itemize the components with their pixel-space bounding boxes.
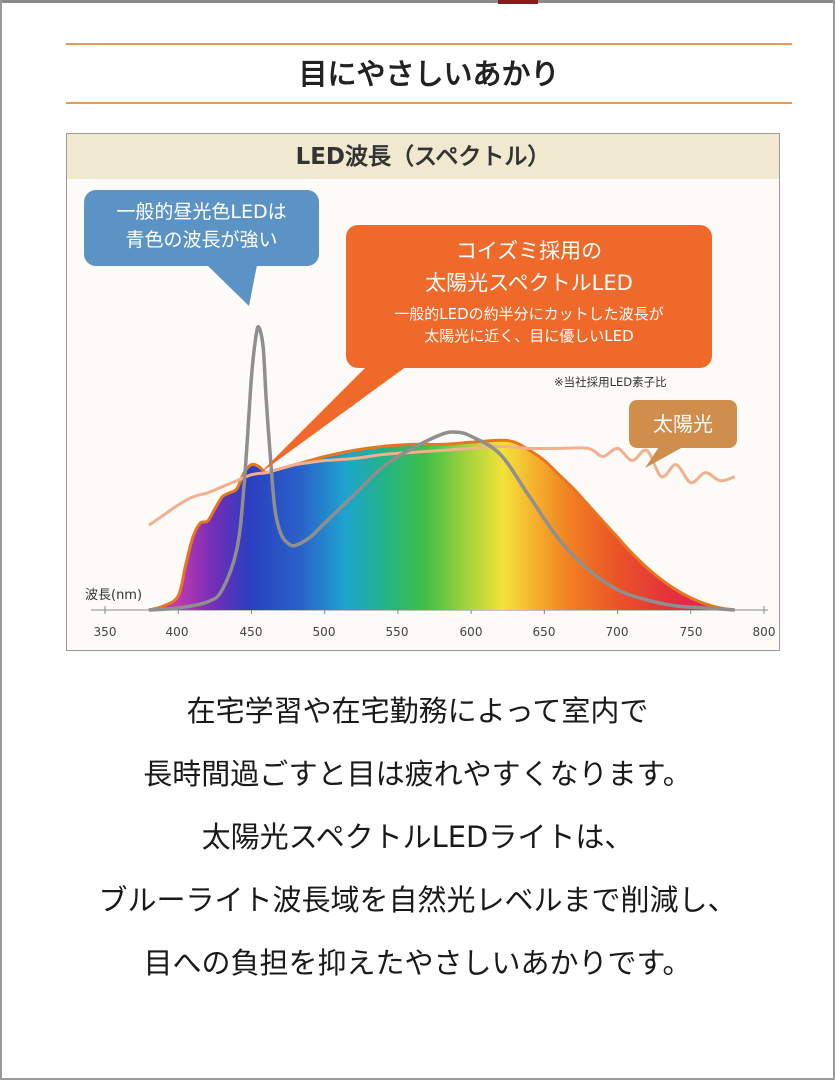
chart-title: LED波長（スペクトル）	[67, 134, 779, 179]
body-text: 在宅学習や在宅勤務によって室内で 長時間過ごすと目は疲れやすくなります。 太陽光…	[0, 680, 835, 995]
frame-left	[0, 0, 2, 1080]
x-tick-label: 550	[385, 625, 409, 639]
spectrum-plot	[91, 265, 768, 614]
frame-right	[833, 0, 835, 1080]
x-tick-label: 450	[239, 625, 263, 639]
x-tick-label: 600	[459, 625, 483, 639]
x-tick-label: 650	[532, 625, 556, 639]
koizumi-callout-title-2: 太陽光スペクトルLED	[425, 271, 633, 295]
x-tick-label: 800	[752, 625, 776, 639]
koizumi-callout-title-1: コイズミ採用の	[455, 239, 603, 263]
body-line-5: 目への負担を抑えたやさしいあかりです。	[143, 946, 692, 980]
koizumi-callout-detail-1: 一般的LEDの約半分にカットした波長が	[394, 305, 664, 323]
sunlight-line	[148, 444, 736, 527]
daylight-led-callout-line-1: 一般的昼光色LEDは	[116, 201, 287, 223]
chart-footnote: ※当社採用LED素子比	[554, 375, 667, 389]
body-line-3: 太陽光スペクトルLEDライトは、	[201, 820, 634, 854]
body-line-4: ブルーライト波長域を自然光レベルまで削減し、	[98, 883, 737, 917]
koizumi-led-callout-pointer	[259, 366, 407, 474]
sunlight-callout: 太陽光	[629, 400, 737, 448]
sunlight-callout-label: 太陽光	[653, 412, 713, 436]
koizumi-callout-detail-2: 太陽光に近く、目に優しいLED	[424, 327, 634, 345]
x-tick-label: 750	[679, 625, 703, 639]
body-line-1: 在宅学習や在宅勤務によって室内で	[186, 694, 649, 728]
body-line-2: 長時間過ごすと目は疲れやすくなります。	[143, 757, 692, 791]
sunlight-callout-pointer	[645, 447, 683, 468]
daylight-led-callout-pointer	[207, 265, 257, 306]
koizumi-led-callout: コイズミ採用の 太陽光スペクトルLED 一般的LEDの約半分にカットした波長が …	[346, 225, 712, 368]
top-border	[0, 0, 835, 3]
daylight-led-callout-line-2: 青色の波長が強い	[125, 229, 278, 251]
top-accent	[498, 0, 538, 4]
title-rule-top	[66, 43, 792, 45]
x-tick-label: 400	[165, 625, 189, 639]
daylight-led-callout: 一般的昼光色LEDは 青色の波長が強い	[84, 190, 319, 266]
daylight-led-line	[148, 325, 735, 612]
section-title: 目にやさしいあかり	[298, 57, 560, 91]
x-tick-label: 700	[605, 625, 629, 639]
koizumi-led-line	[148, 438, 735, 612]
frame-bottom	[0, 1078, 835, 1080]
x-tick-label: 350	[93, 625, 117, 639]
x-axis-label: 波長(nm)	[85, 588, 143, 603]
title-rule-bottom	[66, 102, 792, 104]
spectrum-chart: LED波長（スペクトル） 一般的昼光色L	[66, 133, 780, 651]
x-tick-label: 500	[312, 625, 336, 639]
